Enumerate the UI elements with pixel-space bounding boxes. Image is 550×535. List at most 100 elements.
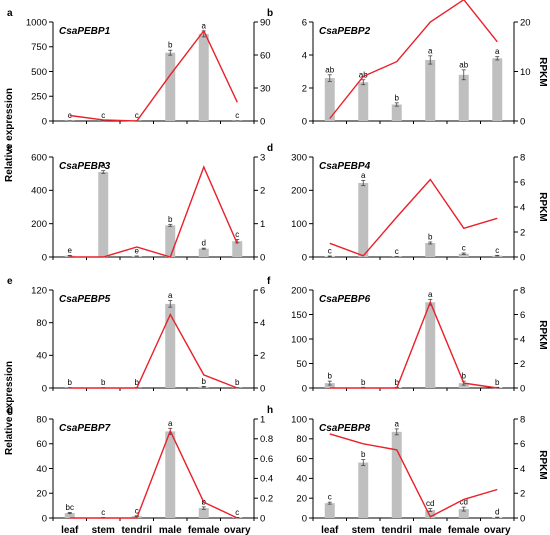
panel-label: f (267, 276, 271, 287)
significance-label: cd (460, 498, 468, 507)
left-tick-label: 50 (296, 359, 307, 370)
rpkm-line (329, 433, 498, 518)
bar (324, 78, 335, 121)
category-label: male (419, 525, 442, 535)
right-axis-title-4: RPKM (537, 450, 548, 479)
right-tick-label: 8 (520, 285, 525, 296)
right-tick-label: 0 (520, 383, 525, 394)
right-tick-label: 0 (520, 252, 525, 263)
significance-label: a (361, 171, 366, 180)
significance-label: c (495, 246, 499, 255)
right-tick-label: 2 (520, 227, 525, 238)
right-tick-label: 30 (260, 83, 271, 94)
right-tick-label: 10 (520, 67, 531, 78)
bar (358, 82, 369, 121)
bar (425, 510, 436, 518)
significance-label: cd (426, 499, 434, 508)
left-tick-label: 2 (302, 83, 307, 94)
left-tick-label: 120 (31, 285, 47, 296)
right-tick-label: 0.2 (260, 494, 273, 505)
bar (425, 59, 436, 121)
significance-label: c (135, 506, 139, 515)
significance-label: c (235, 508, 239, 517)
bar (165, 431, 176, 518)
panel-label: c (7, 143, 13, 154)
right-tick-label: 0 (520, 116, 525, 127)
left-axis-title-bottom: Relative expression (4, 361, 15, 455)
bar (425, 243, 436, 257)
significance-label: b (168, 215, 173, 224)
significance-label: c (68, 111, 72, 120)
right-tick-label: 4 (520, 202, 525, 213)
right-tick-label: 0 (520, 513, 525, 524)
category-label: tendril (121, 525, 152, 535)
bar (458, 509, 469, 518)
significance-label: c (328, 247, 332, 256)
significance-label: e (135, 247, 140, 256)
gene-title: CsaPEBP5 (59, 294, 111, 305)
right-tick-label: 6 (520, 177, 525, 188)
panel-label: a (7, 8, 13, 19)
left-tick-label: 100 (291, 219, 307, 230)
category-label: ovary (484, 525, 511, 535)
significance-label: b (328, 372, 333, 381)
category-label: stem (92, 525, 115, 535)
right-tick-label: 2 (520, 489, 525, 500)
right-tick-label: 6 (520, 310, 525, 321)
significance-label: a (168, 291, 173, 300)
left-tick-label: 400 (31, 186, 47, 197)
significance-label: c (235, 111, 239, 120)
significance-label: b (202, 377, 207, 386)
significance-label: c (328, 493, 332, 502)
significance-label: a (428, 290, 433, 299)
bar (232, 241, 243, 257)
bar (458, 74, 469, 121)
right-axis-title-1: RPKM (537, 57, 548, 86)
right-tick-label: 90 (260, 17, 271, 28)
significance-label: b (428, 233, 433, 242)
left-tick-label: 200 (31, 219, 47, 230)
significance-label: ab (459, 60, 468, 69)
left-tick-label: 80 (296, 434, 307, 445)
left-tick-label: 0 (302, 252, 307, 263)
panel-a: 0 250 500 750 1000 0 30 60 90 c c c b a c a CsaPEBP1 (7, 8, 271, 127)
gene-title: CsaPEBP3 (59, 161, 111, 172)
category-label: male (159, 525, 182, 535)
significance-label: c (135, 111, 139, 120)
significance-label: c (101, 508, 105, 517)
panel-c: 0 200 400 600 0 1 2 3 e a e b d c c CsaPEBP3 (7, 143, 265, 263)
left-tick-label: 60 (296, 454, 307, 465)
panel-e: 0 40 80 120 0 2 4 6 b b b a b b e CsaPEBP5 (7, 276, 265, 394)
left-tick-label: 0 (42, 383, 47, 394)
right-tick-label: 4 (520, 334, 525, 345)
bar (165, 303, 176, 388)
significance-label: b (135, 378, 140, 387)
bar (358, 183, 369, 257)
bar (165, 225, 176, 257)
category-label: leaf (61, 525, 79, 535)
left-tick-label: 6 (302, 17, 307, 28)
right-tick-label: 1 (260, 219, 265, 230)
rpkm-line (69, 429, 238, 519)
significance-label: b (235, 378, 240, 387)
right-tick-label: 6 (260, 285, 265, 296)
right-tick-label: 2 (520, 359, 525, 370)
rpkm-line (329, 0, 498, 119)
significance-label: c (462, 244, 466, 253)
significance-label: d (495, 508, 499, 517)
left-tick-label: 40 (36, 351, 47, 362)
left-tick-label: 40 (296, 474, 307, 485)
left-tick-label: 60 (36, 439, 47, 450)
right-tick-label: 8 (520, 414, 525, 425)
left-tick-label: 500 (31, 67, 47, 78)
left-axis-title-top: Relative expression (4, 88, 15, 182)
gene-title: CsaPEBP7 (59, 423, 111, 434)
panel-label: h (267, 405, 273, 416)
gene-title: CsaPEBP1 (59, 26, 111, 37)
right-tick-label: 20 (520, 17, 531, 28)
right-axis-title-2: RPKM (537, 192, 548, 221)
left-tick-label: 80 (36, 318, 47, 329)
right-tick-label: 8 (520, 152, 525, 163)
left-tick-label: 100 (291, 414, 307, 425)
left-tick-label: 20 (296, 494, 307, 505)
